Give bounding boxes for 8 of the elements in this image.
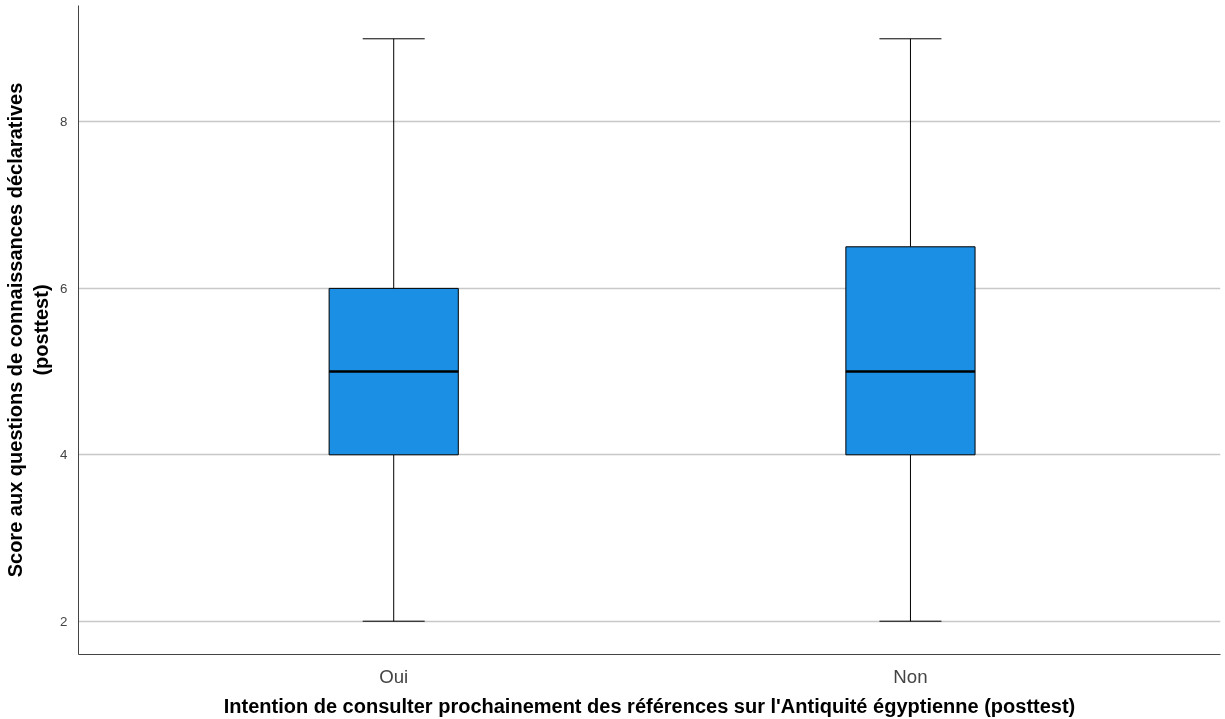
y-tick-label: 4 xyxy=(60,447,69,463)
y-tick-label: 6 xyxy=(60,280,68,296)
x-tick-label: Non xyxy=(893,665,928,687)
x-axis-title: Intention de consulter prochainement des références sur l'Antiquité égyptienne (posttest) xyxy=(223,694,1076,717)
y-axis-title: Score aux questions de connaissances déclaratives (posttest) xyxy=(3,82,53,578)
y-tick-label: 8 xyxy=(60,114,68,130)
y-tick-label: 2 xyxy=(60,613,68,629)
x-tick-label: Oui xyxy=(379,665,409,687)
